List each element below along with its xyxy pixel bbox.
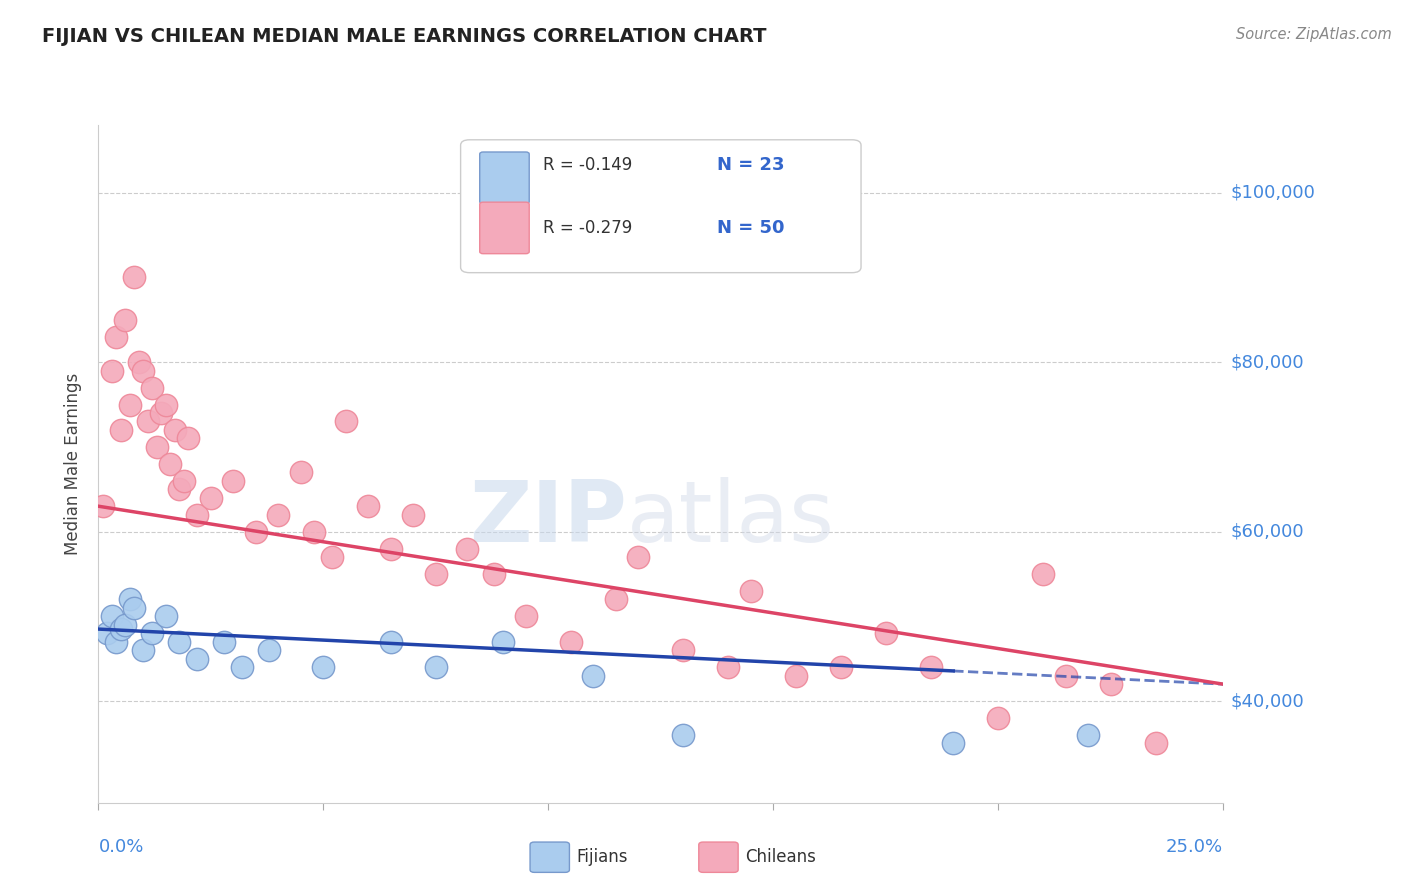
Point <box>1054 669 1077 683</box>
Text: Source: ZipAtlas.com: Source: ZipAtlas.com <box>1236 27 1392 42</box>
Text: atlas: atlas <box>627 476 835 559</box>
Point <box>1032 567 1054 582</box>
Point <box>1077 728 1099 742</box>
Point <box>105 635 128 649</box>
Point <box>312 660 335 674</box>
Text: ZIP: ZIP <box>470 476 627 559</box>
Point <box>484 567 506 582</box>
Point <box>150 406 173 420</box>
Point <box>105 329 128 343</box>
Text: 0.0%: 0.0% <box>98 838 143 856</box>
FancyBboxPatch shape <box>479 152 529 203</box>
Text: N = 23: N = 23 <box>717 156 785 174</box>
Point <box>146 440 169 454</box>
Point <box>402 508 425 522</box>
Point <box>186 508 208 522</box>
Text: Fijians: Fijians <box>576 848 628 866</box>
Point <box>785 669 807 683</box>
Point <box>515 609 537 624</box>
Point <box>380 541 402 556</box>
Point <box>155 609 177 624</box>
Point <box>582 669 605 683</box>
Point <box>110 622 132 636</box>
Point <box>560 635 582 649</box>
Point <box>200 491 222 505</box>
Point <box>357 499 380 513</box>
Point <box>91 499 114 513</box>
Point <box>132 364 155 378</box>
Point <box>186 651 208 665</box>
Point <box>672 728 695 742</box>
Point <box>155 397 177 411</box>
Text: FIJIAN VS CHILEAN MEDIAN MALE EARNINGS CORRELATION CHART: FIJIAN VS CHILEAN MEDIAN MALE EARNINGS C… <box>42 27 766 45</box>
Point <box>173 474 195 488</box>
Point <box>124 270 146 285</box>
Point <box>132 643 155 657</box>
Text: $40,000: $40,000 <box>1230 692 1303 710</box>
Point <box>380 635 402 649</box>
Point <box>118 397 141 411</box>
Point <box>169 635 191 649</box>
Point <box>740 583 762 598</box>
Point <box>222 474 245 488</box>
Point <box>128 355 150 369</box>
Point <box>267 508 290 522</box>
Text: $80,000: $80,000 <box>1230 353 1303 371</box>
FancyBboxPatch shape <box>461 140 860 273</box>
Point <box>304 524 326 539</box>
Point <box>605 592 627 607</box>
Text: R = -0.149: R = -0.149 <box>543 156 631 174</box>
Point <box>492 635 515 649</box>
Point <box>96 626 118 640</box>
Text: $100,000: $100,000 <box>1230 184 1315 202</box>
Point <box>114 312 136 326</box>
Point <box>425 660 447 674</box>
Point <box>875 626 897 640</box>
Point <box>830 660 852 674</box>
Y-axis label: Median Male Earnings: Median Male Earnings <box>65 373 83 555</box>
Point <box>163 423 186 437</box>
Text: N = 50: N = 50 <box>717 219 785 237</box>
Point <box>136 414 159 428</box>
Point <box>920 660 942 674</box>
Point <box>456 541 478 556</box>
Point <box>101 609 124 624</box>
Point <box>717 660 740 674</box>
Point <box>169 482 191 496</box>
Text: Chileans: Chileans <box>745 848 815 866</box>
Point <box>987 711 1010 725</box>
Point <box>159 457 181 471</box>
Text: 25.0%: 25.0% <box>1166 838 1223 856</box>
Point <box>214 635 236 649</box>
Text: $60,000: $60,000 <box>1230 523 1303 541</box>
Point <box>290 466 312 480</box>
Point <box>101 364 124 378</box>
Point <box>942 736 965 750</box>
Point <box>114 617 136 632</box>
Point <box>259 643 281 657</box>
Point <box>124 601 146 615</box>
Point <box>245 524 267 539</box>
Point <box>118 592 141 607</box>
Point <box>672 643 695 657</box>
FancyBboxPatch shape <box>479 202 529 253</box>
Point <box>627 549 650 565</box>
Point <box>1144 736 1167 750</box>
Point <box>141 380 163 394</box>
Point <box>177 432 200 446</box>
Point <box>321 549 343 565</box>
Point <box>141 626 163 640</box>
Text: R = -0.279: R = -0.279 <box>543 219 631 237</box>
Point <box>335 414 357 428</box>
Point <box>425 567 447 582</box>
Point <box>110 423 132 437</box>
Point <box>1099 677 1122 691</box>
Point <box>231 660 253 674</box>
